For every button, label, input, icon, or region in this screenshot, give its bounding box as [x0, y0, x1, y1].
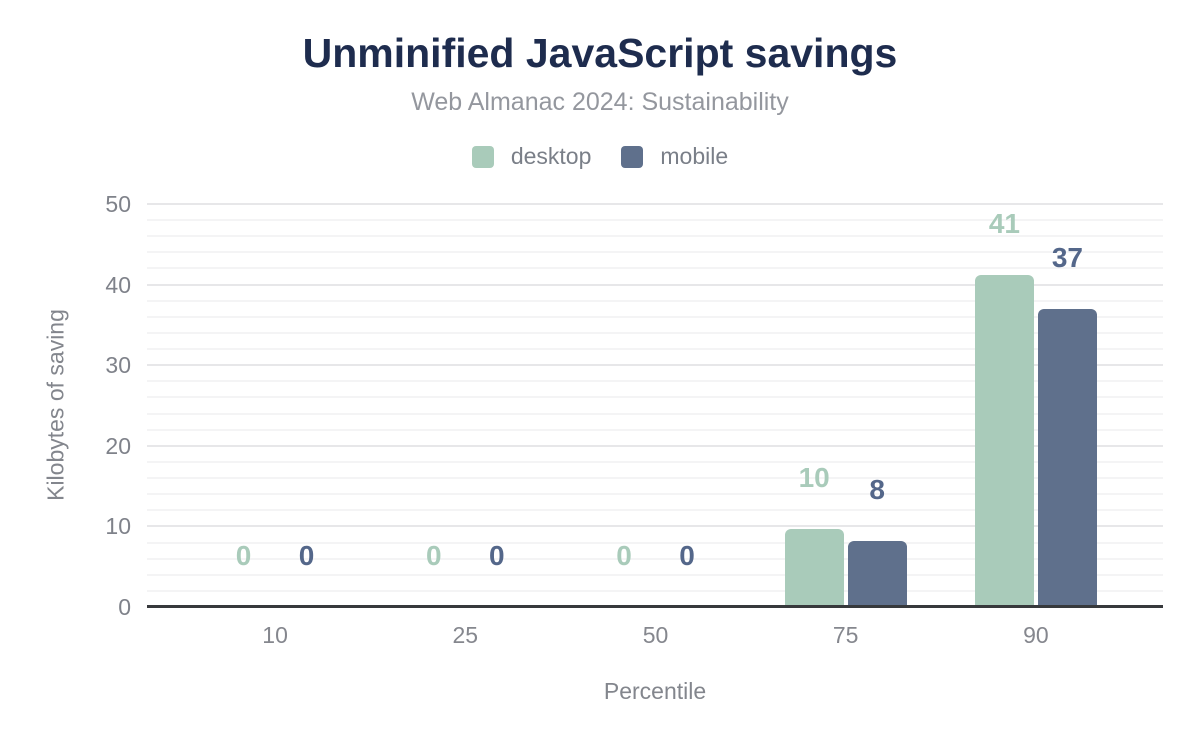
minor-gridline: [147, 267, 1163, 270]
major-gridline: [147, 444, 1163, 447]
bar-value-label: 0: [679, 540, 695, 571]
bar-value-label: 8: [869, 473, 885, 505]
bar-mobile-p90[interactable]: [1037, 308, 1097, 607]
y-tick-label: 40: [105, 271, 131, 298]
legend-swatch-desktop: [471, 145, 494, 168]
major-gridline: [147, 525, 1163, 528]
plot-area: 10 0 0 25 0 0 50 0 0 75 10 8 90 41 37: [147, 203, 1163, 648]
minor-gridline: [147, 493, 1163, 496]
x-tick-label: 90: [1023, 622, 1049, 648]
minor-gridline: [147, 428, 1163, 431]
major-gridline: [147, 283, 1163, 286]
y-tick-label: 50: [105, 191, 131, 217]
minor-gridline: [147, 331, 1163, 334]
y-tick-label: 0: [118, 594, 131, 620]
minor-gridline: [147, 299, 1163, 302]
legend-item-desktop: desktop: [471, 143, 592, 170]
bar-desktop-p90[interactable]: [974, 274, 1034, 607]
x-axis-title: Percentile: [603, 678, 707, 704]
legend-swatch-mobile: [621, 145, 644, 168]
bar-mobile-p75[interactable]: [847, 540, 907, 607]
bar-value-label: 41: [988, 207, 1020, 239]
y-tick-label: 20: [105, 432, 131, 459]
legend-label-mobile: mobile: [660, 143, 729, 169]
x-tick-label: 75: [832, 622, 859, 648]
legend: desktop mobile: [0, 143, 1200, 170]
minor-gridline: [147, 235, 1163, 238]
minor-gridline: [147, 315, 1163, 318]
minor-gridline: [147, 509, 1163, 512]
minor-gridline: [147, 477, 1163, 480]
bar-value-label: 0: [489, 540, 505, 571]
minor-gridline: [147, 348, 1163, 351]
minor-gridline: [147, 557, 1163, 560]
minor-gridline: [147, 380, 1163, 383]
minor-gridline: [147, 412, 1163, 415]
bar-value-label: 37: [1051, 241, 1083, 273]
minor-gridline: [147, 396, 1163, 399]
minor-gridline: [147, 541, 1163, 544]
bar-value-label: 0: [616, 540, 632, 571]
x-tick-label: 10: [262, 622, 288, 648]
minor-gridline: [147, 573, 1163, 576]
major-gridline: [147, 203, 1163, 205]
y-axis-title: Kilobytes of saving: [42, 309, 69, 501]
y-tick-label: 30: [105, 352, 131, 379]
legend-label-desktop: desktop: [510, 143, 592, 169]
legend-item-mobile: mobile: [621, 143, 728, 170]
major-gridline: [147, 364, 1163, 367]
x-tick-label: 25: [452, 622, 479, 648]
x-tick-label: 50: [642, 622, 669, 648]
bar-value-label: 10: [798, 461, 830, 493]
y-tick-label: 10: [105, 513, 131, 540]
minor-gridline: [147, 460, 1163, 463]
chart-title: Unminified JavaScript savings: [302, 30, 898, 76]
minor-gridline: [147, 589, 1163, 592]
bar-value-label: 0: [235, 540, 252, 571]
minor-gridline: [147, 251, 1163, 254]
bar-value-label: 0: [426, 540, 442, 571]
chart-subtitle: Web Almanac 2024: Sustainability: [411, 88, 789, 116]
bar-desktop-p75[interactable]: [784, 528, 844, 607]
minor-gridline: [147, 219, 1163, 222]
x-axis-line: [147, 605, 1163, 608]
bar-value-label: 0: [298, 540, 315, 571]
